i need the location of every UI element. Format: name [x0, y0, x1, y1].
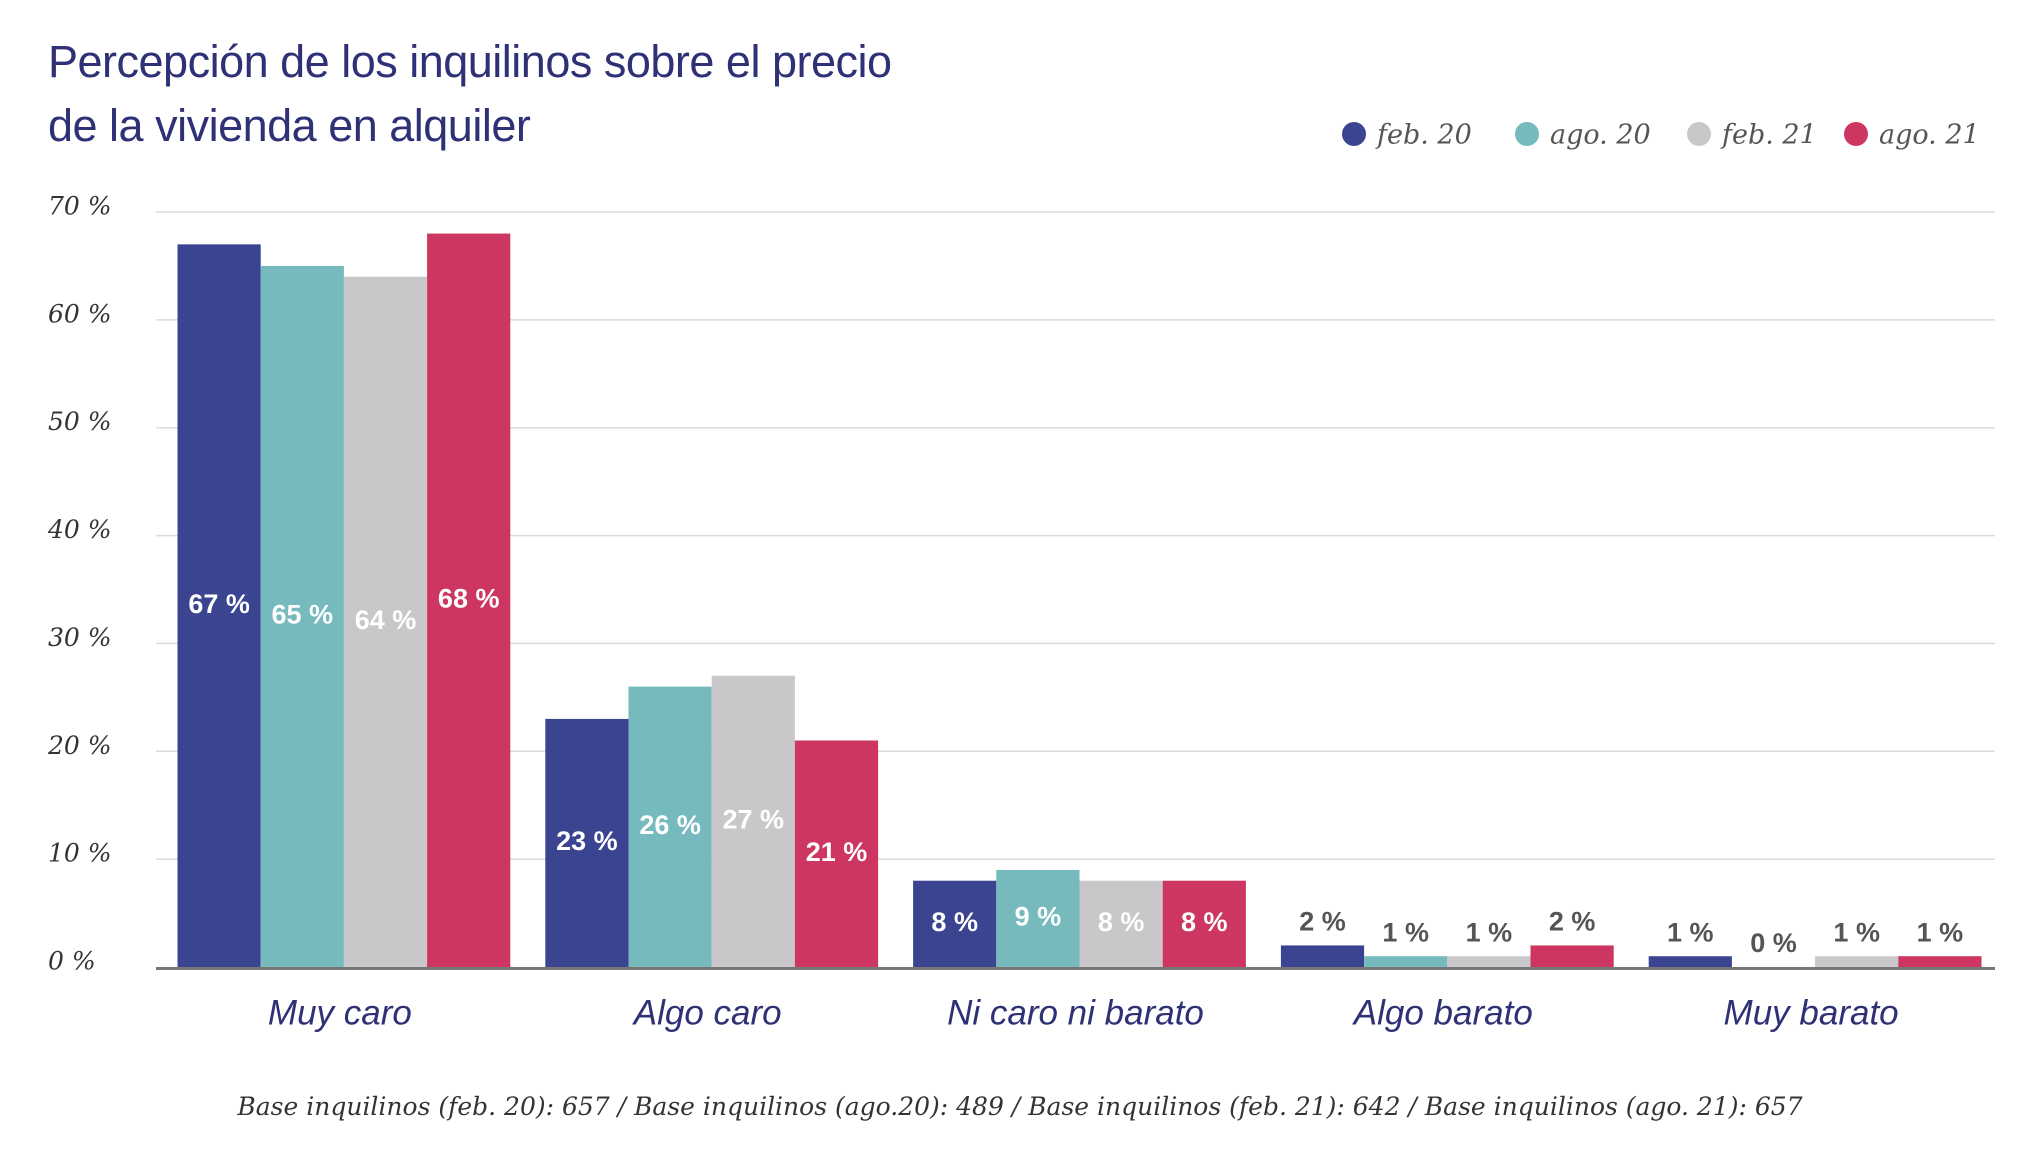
bar	[1364, 956, 1448, 967]
value-label: 8 %	[931, 907, 978, 937]
value-label: 23 %	[556, 826, 618, 856]
bar	[1162, 880, 1246, 967]
x-tick-label: Muy caro	[268, 993, 412, 1032]
value-label: 2 %	[1549, 907, 1596, 937]
value-label: 65 %	[272, 600, 334, 630]
bar	[1280, 945, 1365, 967]
bar	[1447, 956, 1531, 967]
bar	[260, 265, 344, 967]
y-tick-label: 30 %	[48, 623, 112, 652]
legend-label: ago. 21	[1879, 120, 1980, 151]
bar	[794, 740, 879, 967]
y-tick-label: 20 %	[47, 731, 112, 760]
x-tick-label: Muy barato	[1724, 993, 1899, 1032]
bar	[545, 718, 629, 967]
bar	[996, 869, 1080, 967]
legend-label: ago. 20	[1550, 120, 1651, 151]
x-tick-label: Ni caro ni barato	[947, 993, 1204, 1032]
bar	[177, 244, 261, 967]
bar	[343, 276, 428, 967]
footnote: Base inquilinos (feb. 20): 657 / Base in…	[237, 1092, 1803, 1121]
value-label: 27 %	[723, 805, 785, 835]
legend-label: feb. 21	[1720, 120, 1817, 151]
y-tick-label: 40 %	[47, 515, 112, 544]
value-label: 8 %	[1181, 907, 1228, 937]
x-tick-label: Algo barato	[1352, 993, 1533, 1032]
value-label: 64 %	[355, 605, 417, 635]
bar	[913, 880, 997, 967]
legend-marker	[1342, 122, 1366, 146]
legend-label: feb. 20	[1375, 120, 1472, 151]
bar	[1815, 956, 1899, 967]
bar	[1648, 956, 1732, 967]
value-label: 0 %	[1750, 928, 1797, 958]
legend-marker	[1515, 122, 1539, 146]
legend-marker	[1844, 122, 1868, 146]
y-tick-label: 10 %	[48, 839, 112, 868]
y-tick-label: 0 %	[48, 947, 96, 976]
value-label: 21 %	[806, 837, 868, 867]
y-tick-label: 60 %	[48, 299, 112, 328]
value-label: 1 %	[1917, 917, 1964, 947]
y-tick-label: 50 %	[48, 407, 112, 436]
bar	[427, 233, 511, 968]
value-label: 67 %	[188, 589, 250, 619]
value-label: 1 %	[1382, 917, 1429, 947]
bar	[628, 686, 712, 967]
value-label: 8 %	[1098, 907, 1145, 937]
value-label: 1 %	[1466, 917, 1513, 947]
legend-marker	[1687, 122, 1711, 146]
value-label: 1 %	[1667, 917, 1714, 947]
chart-title: Percepción de los inquilinos sobre el pr…	[48, 36, 892, 151]
value-label: 2 %	[1299, 907, 1346, 937]
bar	[1898, 956, 1982, 967]
x-tick-label: Algo caro	[632, 993, 782, 1032]
value-label: 9 %	[1015, 902, 1062, 932]
bar	[1079, 880, 1163, 967]
value-label: 26 %	[639, 810, 701, 840]
value-label: 68 %	[438, 583, 500, 613]
value-label: 1 %	[1833, 917, 1880, 947]
bar	[1530, 945, 1614, 967]
bar	[711, 675, 795, 967]
y-tick-label: 70 %	[48, 192, 112, 221]
